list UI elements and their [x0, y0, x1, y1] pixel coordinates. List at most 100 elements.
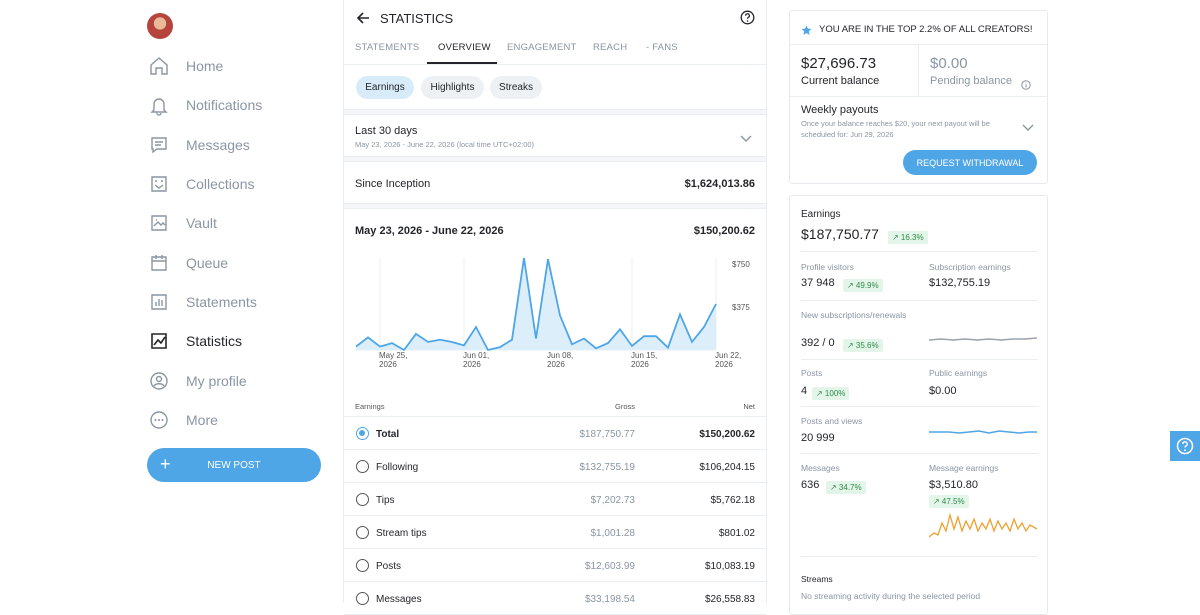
- sidebar-item-home[interactable]: Home: [148, 51, 338, 81]
- tab-fans[interactable]: - FANS: [646, 42, 678, 53]
- sidebar-item-more[interactable]: More: [148, 405, 338, 435]
- table-row[interactable]: Following $132,755.19 $106,204.15: [344, 450, 766, 483]
- request-withdrawal-button[interactable]: REQUEST WITHDRAWAL: [903, 150, 1037, 175]
- sidebar-item-my-profile[interactable]: My profile: [148, 366, 338, 396]
- row-radio[interactable]: [356, 493, 369, 506]
- table-row[interactable]: Tips $7,202.73 $5,762.18: [344, 483, 766, 516]
- row-label: Tips: [376, 495, 395, 506]
- sidebar-item-collections[interactable]: Collections: [148, 169, 338, 199]
- table-row[interactable]: Stream tips $1,001.28 $801.02: [344, 516, 766, 549]
- change-badge: ↗ 34.7%: [826, 481, 866, 495]
- change-badge: ↗ 16.3%: [888, 231, 928, 245]
- row-gross: $33,198.54: [584, 594, 635, 605]
- chip-streaks[interactable]: Streaks: [490, 76, 542, 99]
- chart-line: [355, 257, 717, 352]
- row-radio[interactable]: [356, 592, 369, 605]
- subscription-earnings-value: $132,755.19: [929, 277, 991, 289]
- row-label: Stream tips: [376, 528, 427, 539]
- message-icon: [151, 137, 167, 154]
- row-gross: $12,603.99: [584, 561, 635, 572]
- period-subtitle: May 23, 2026 - June 22, 2026 (local time…: [355, 140, 535, 149]
- table-header-divider: [344, 416, 766, 417]
- row-gross: $187,750.77: [579, 429, 635, 440]
- new-post-button[interactable]: + NEW POST: [147, 448, 321, 482]
- period-label: Last 30 days: [355, 125, 418, 137]
- x-tick-label: 2026: [715, 360, 733, 369]
- tab-statements[interactable]: STATEMENTS: [355, 42, 420, 53]
- divider: [790, 44, 1047, 45]
- sidebar-item-queue[interactable]: Queue: [148, 248, 338, 278]
- messages-label: Messages: [801, 463, 840, 473]
- change-badge: ↗ 49.9%: [843, 279, 883, 293]
- posts-views-sparkline: [929, 430, 1037, 434]
- more-icon: [150, 411, 168, 429]
- x-tick-label: Jun 01,: [463, 351, 489, 360]
- sidebar-item-label: More: [186, 412, 218, 428]
- sidebar-item-vault[interactable]: Vault: [148, 208, 338, 238]
- divider: [801, 453, 1038, 454]
- section-divider: [344, 156, 766, 162]
- back-arrow-icon[interactable]: [355, 10, 371, 26]
- row-net: $801.02: [718, 528, 755, 539]
- avatar[interactable]: [147, 13, 173, 39]
- row-radio[interactable]: [356, 559, 369, 572]
- row-label: Following: [376, 462, 419, 473]
- row-label: Total: [376, 429, 400, 440]
- table-row[interactable]: Posts $12,603.99 $10,083.19: [344, 549, 766, 582]
- x-tick-label: 2026: [463, 360, 481, 369]
- streams-subtitle: No streaming activity during the selecte…: [801, 591, 981, 601]
- section-divider: [344, 203, 766, 209]
- support-help-button[interactable]: [1170, 431, 1200, 461]
- divider: [801, 556, 1038, 557]
- page-title: STATISTICS: [380, 11, 454, 26]
- sidebar-item-notifications[interactable]: Notifications: [148, 90, 338, 120]
- public-earnings-label: Public earnings: [929, 368, 988, 378]
- posts-label: Posts: [801, 368, 823, 378]
- sidebar-item-statistics[interactable]: Statistics: [148, 326, 338, 356]
- period-selector[interactable]: Last 30 days May 23, 2026 - June 22, 202…: [344, 116, 766, 156]
- row-gross: $1,001.28: [590, 528, 636, 539]
- weekly-payouts-subtitle: Once your balance reaches $20, your next…: [801, 119, 990, 139]
- chevron-down-icon[interactable]: [1022, 119, 1034, 137]
- current-balance-label: Current balance: [801, 75, 880, 87]
- sidebar-item-label: Collections: [186, 176, 255, 192]
- table-header-net: Net: [743, 402, 755, 411]
- streams-label: Streams: [801, 574, 833, 584]
- tab-reach[interactable]: REACH: [593, 42, 628, 53]
- row-gross: $132,755.19: [579, 462, 635, 473]
- table-row[interactable]: Messages $33,198.54 $26,558.83: [344, 582, 766, 615]
- profile-visitors-value: 37 948: [801, 277, 835, 289]
- row-label: Messages: [376, 594, 422, 605]
- table-row[interactable]: Total $187,750.77 $150,200.62: [344, 417, 766, 450]
- tab-engagement[interactable]: ENGAGEMENT: [507, 42, 577, 53]
- help-icon[interactable]: [740, 10, 755, 25]
- chip-highlights[interactable]: Highlights: [421, 76, 484, 99]
- change-badge: ↗ 35.6%: [843, 339, 883, 353]
- since-inception-value: $1,624,013.86: [684, 178, 755, 190]
- info-icon[interactable]: [1021, 77, 1031, 95]
- row-radio[interactable]: [356, 460, 369, 473]
- calendar-icon: [151, 255, 167, 271]
- balance-card: YOU ARE IN THE TOP 2.2% OF ALL CREATORS!…: [789, 10, 1048, 184]
- tab-overview[interactable]: OVERVIEW: [438, 42, 491, 53]
- divider: [918, 45, 919, 96]
- row-radio[interactable]: [356, 427, 369, 440]
- row-radio[interactable]: [356, 526, 369, 539]
- sidebar-item-messages[interactable]: Messages: [148, 130, 338, 160]
- pending-balance-value: $0.00: [930, 55, 968, 72]
- sidebar-item-label: Statistics: [186, 333, 243, 349]
- x-tick-label: 2026: [631, 360, 649, 369]
- since-inception-label: Since Inception: [355, 178, 431, 190]
- posts-value: 4: [801, 385, 808, 397]
- summary-title: Earnings: [801, 209, 841, 220]
- bell-icon: [150, 98, 168, 116]
- statistics-icon: [151, 333, 167, 349]
- home-icon: [150, 57, 168, 75]
- chip-earnings[interactable]: Earnings: [356, 76, 414, 99]
- sidebar-item-label: Statements: [186, 294, 257, 310]
- row-net: $150,200.62: [699, 429, 755, 440]
- sidebar-item-label: Notifications: [186, 97, 263, 113]
- divider: [801, 300, 1038, 301]
- sidebar-item-statements[interactable]: Statements: [148, 287, 338, 317]
